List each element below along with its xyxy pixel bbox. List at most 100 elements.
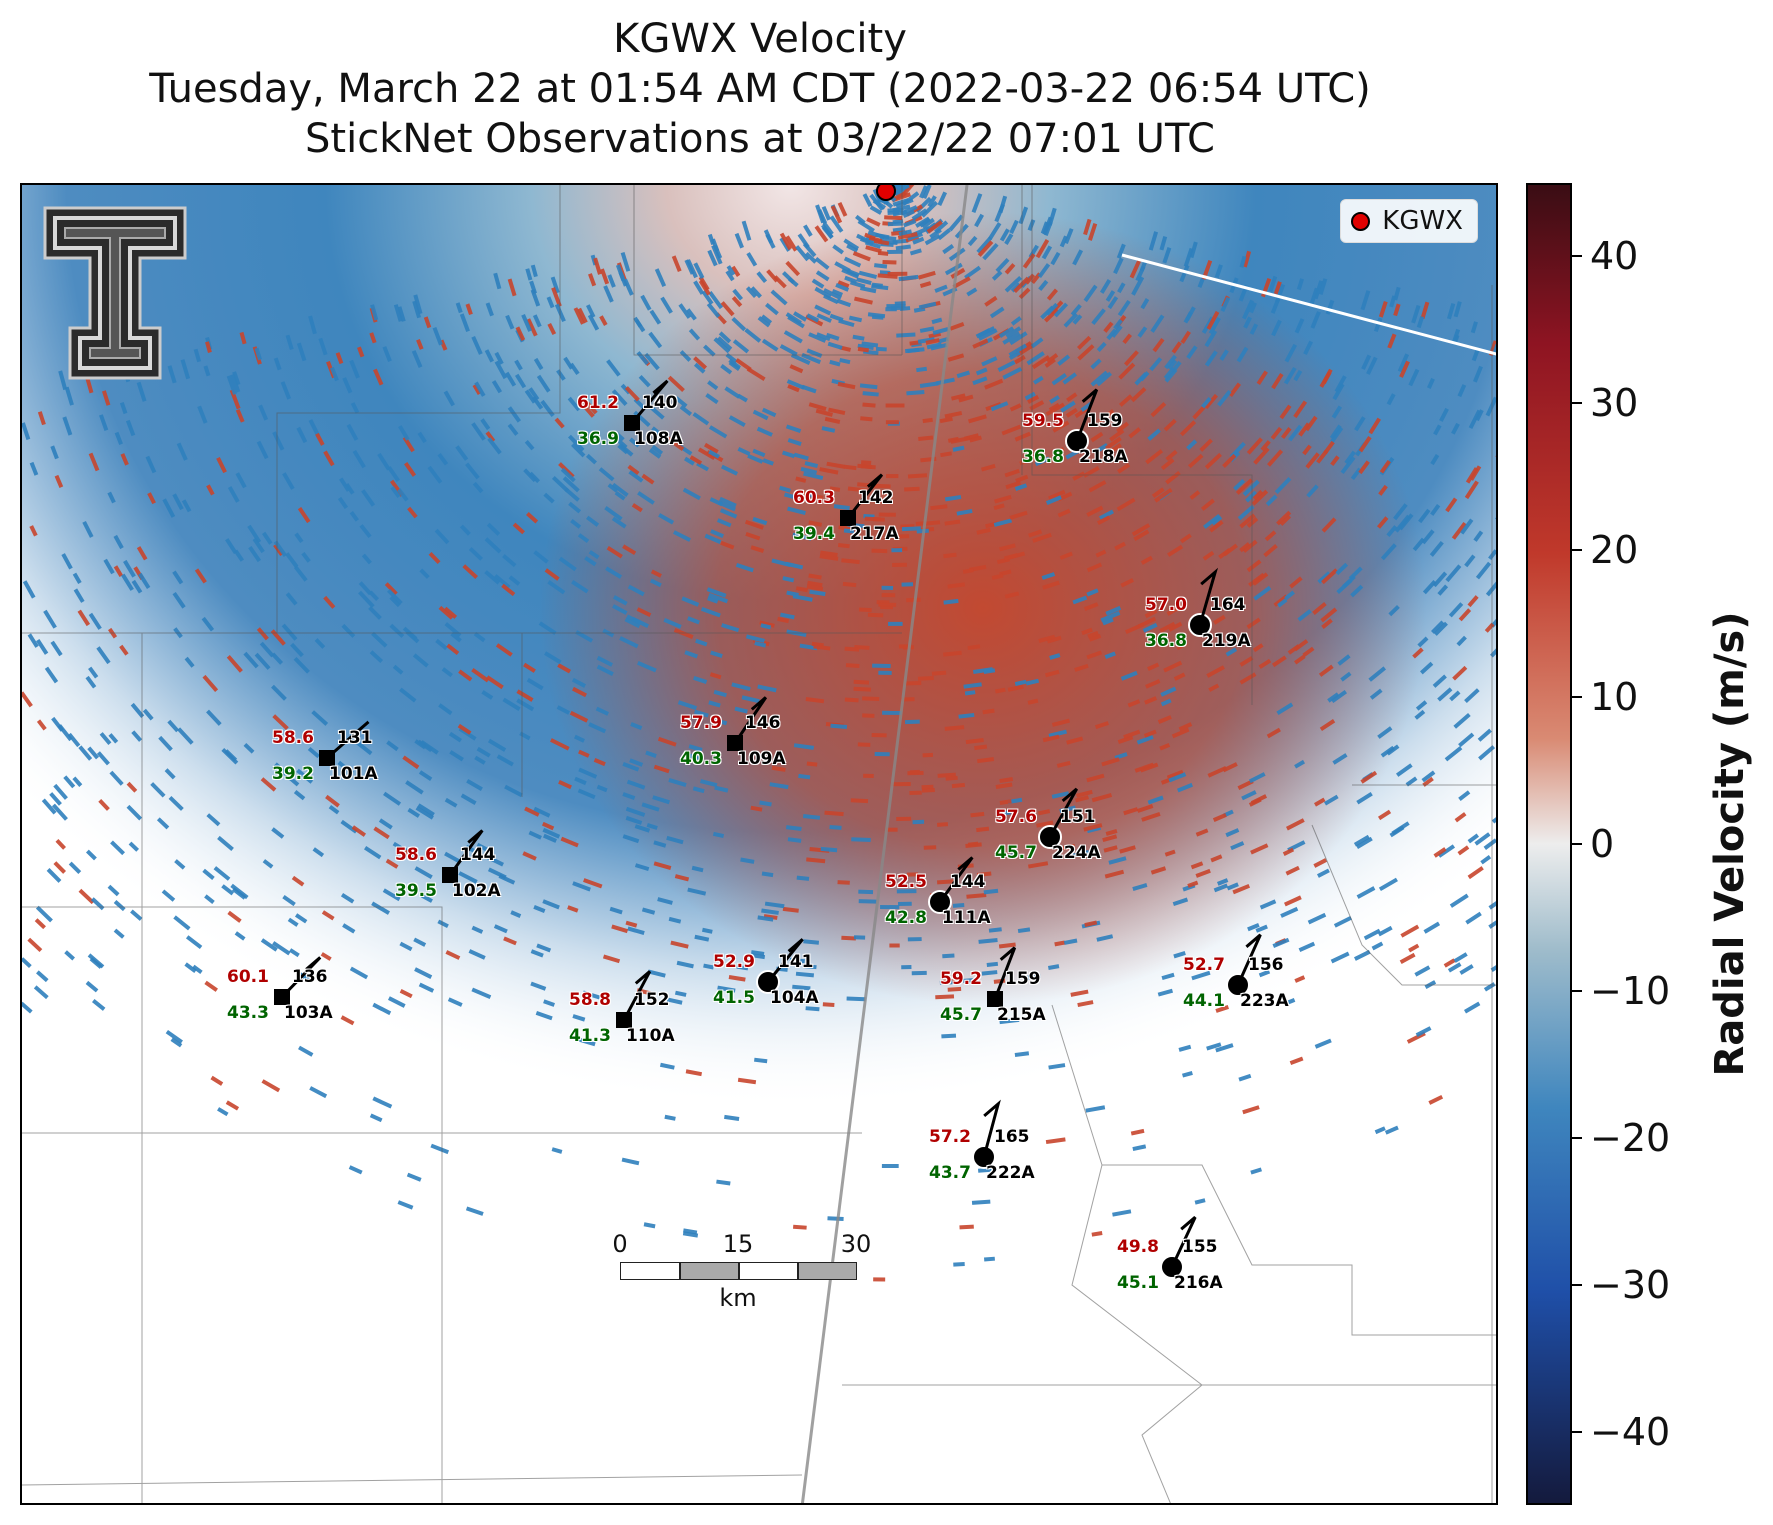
station-dew-219A: 36.8 [1145,631,1187,651]
radar-map[interactable]: KGWX 61.2 140 36.9 108A 59.5 159 36.8 218A 60.3 1… [20,183,1498,1505]
station-dew-109A: 40.3 [680,749,722,769]
wind-barb-109A [733,696,768,744]
station-dir-102A: 144 [460,845,496,865]
station-temp-217A: 60.3 [793,488,835,508]
scale-tick-0: 0 [612,1230,628,1258]
wind-barb-108A [630,379,669,424]
station-dir-109A: 146 [745,713,781,733]
kgwx-radar-marker [876,185,896,201]
colorbar-tick [1572,989,1582,992]
station-temp-216A: 49.8 [1117,1237,1159,1257]
wind-barb-104A [766,938,804,983]
station-dew-217A: 39.4 [793,524,835,544]
title-line-3: StickNet Observations at 03/22/22 07:01 … [305,116,1215,162]
colorbar-tick-label: 10 [1590,675,1639,720]
station-id-102A: 102A [452,881,501,901]
station-id-223A: 223A [1240,991,1289,1011]
colorbar-tick [1572,1283,1582,1286]
station-id-110A: 110A [626,1026,675,1046]
wind-barb-216A [1170,1216,1197,1268]
colorbar-tick [1572,402,1582,405]
station-id-108A: 108A [634,429,683,449]
station-dir-224A: 151 [1060,807,1096,827]
station-dir-223A: 156 [1248,955,1284,975]
station-dir-111A: 144 [950,872,986,892]
wind-barb-222A [982,1099,1001,1158]
station-temp-215A: 59.2 [940,969,982,989]
wind-barb-101A [326,720,370,760]
station-dew-108A: 36.9 [577,429,619,449]
station-dew-216A: 45.1 [1117,1273,1159,1293]
station-temp-219A: 57.0 [1145,595,1187,615]
station-id-101A: 101A [329,764,378,784]
wind-barb-219A [1198,567,1219,626]
title-line-1: KGWX Velocity [613,16,907,62]
station-temp-103A: 60.1 [227,967,269,987]
county-borders [22,185,1496,1503]
station-dir-219A: 164 [1210,595,1246,615]
velocity-gates [22,185,1496,1282]
colorbar-tick [1572,843,1582,845]
wind-barb-103A [280,956,322,999]
station-dew-218A: 36.8 [1022,447,1064,467]
wind-barb-223A [1236,933,1262,986]
station-dew-110A: 41.3 [569,1026,611,1046]
colorbar-tick-label: 20 [1590,528,1639,573]
colorbar-title: Radial Velocity (m/s) [1707,611,1753,1077]
station-temp-222A: 57.2 [929,1127,971,1147]
colorbar-tick [1572,255,1582,258]
wind-barb-110A [622,970,652,1021]
colorbar [1526,183,1572,1505]
station-id-218A: 218A [1079,447,1128,467]
wind-barb-218A [1075,388,1099,442]
station-dir-104A: 141 [778,952,814,972]
colorbar-tick-label: 0 [1590,822,1615,866]
station-temp-108A: 61.2 [577,393,619,413]
wind-barb-111A [938,856,974,903]
highway-line [800,185,969,1503]
station-dew-104A: 41.5 [713,988,755,1008]
scale-tick-15: 15 [722,1230,754,1258]
station-markers [274,379,1262,1279]
station-dir-215A: 159 [1005,969,1041,989]
station-temp-104A: 52.9 [713,952,755,972]
velocity-field [22,185,1496,1503]
title-line-2: Tuesday, March 22 at 01:54 AM CDT (2022-… [149,66,1371,112]
colorbar-tick-label: −10 [1590,968,1671,1013]
station-dew-102A: 39.5 [395,881,437,901]
colorbar-tick-label: −30 [1590,1262,1671,1307]
colorbar-tick-label: −20 [1590,1115,1671,1160]
station-id-217A: 217A [850,524,899,544]
station-dew-111A: 42.8 [885,908,927,928]
legend-label: KGWX [1382,206,1463,236]
texas-tech-logo [40,203,190,392]
station-temp-109A: 57.9 [680,713,722,733]
station-temp-102A: 58.6 [395,845,437,865]
station-dir-216A: 155 [1182,1237,1218,1257]
colorbar-tick-label: 30 [1590,381,1639,426]
station-temp-111A: 52.5 [885,872,927,892]
station-dir-108A: 140 [642,393,678,413]
station-id-111A: 111A [942,908,991,928]
colorbar-tick [1572,1430,1582,1433]
station-dir-218A: 159 [1087,411,1123,431]
station-id-104A: 104A [770,988,819,1008]
wind-barb-224A [1048,787,1079,838]
station-dir-103A: 136 [292,967,328,987]
colorbar-tick [1572,696,1582,699]
colorbar-tick-label: 40 [1590,234,1639,279]
station-id-219A: 219A [1202,631,1251,651]
station-dir-110A: 152 [634,990,670,1010]
station-dir-217A: 142 [858,488,894,508]
station-dew-215A: 45.7 [940,1005,982,1025]
station-dew-222A: 43.7 [929,1163,971,1183]
station-id-224A: 224A [1052,843,1101,863]
station-temp-224A: 57.6 [995,807,1037,827]
station-temp-101A: 58.6 [272,728,314,748]
station-dir-101A: 131 [337,728,373,748]
colorbar-tick [1572,1136,1582,1139]
station-dew-101A: 39.2 [272,764,314,784]
scale-unit: km [719,1284,757,1312]
scale-tick-30: 30 [840,1230,872,1258]
station-temp-110A: 58.8 [569,990,611,1010]
